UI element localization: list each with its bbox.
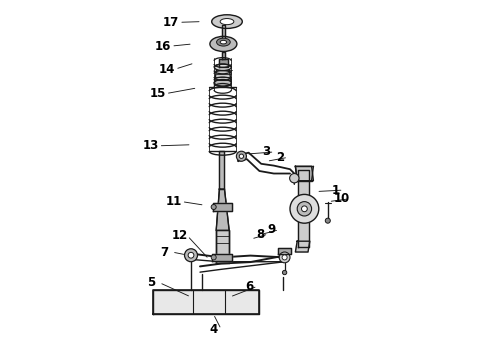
Polygon shape <box>219 59 228 67</box>
Circle shape <box>239 154 244 158</box>
Polygon shape <box>221 25 225 40</box>
Polygon shape <box>215 67 231 83</box>
Text: 4: 4 <box>209 323 218 336</box>
Polygon shape <box>212 254 232 261</box>
Polygon shape <box>220 151 224 189</box>
Polygon shape <box>295 241 310 252</box>
Circle shape <box>290 174 299 183</box>
Polygon shape <box>216 230 229 263</box>
Text: 1: 1 <box>332 184 340 197</box>
Circle shape <box>185 249 197 262</box>
Text: 7: 7 <box>160 246 168 258</box>
Text: 16: 16 <box>155 40 172 53</box>
Ellipse shape <box>215 64 231 71</box>
Text: 5: 5 <box>147 276 155 289</box>
Ellipse shape <box>215 80 231 86</box>
Text: 17: 17 <box>163 16 179 29</box>
Circle shape <box>325 218 330 223</box>
Ellipse shape <box>220 40 227 44</box>
Circle shape <box>297 202 312 216</box>
Circle shape <box>290 194 319 223</box>
Circle shape <box>282 270 287 275</box>
Ellipse shape <box>217 38 230 46</box>
Polygon shape <box>216 189 229 230</box>
Text: 9: 9 <box>267 223 275 236</box>
Circle shape <box>279 252 290 263</box>
Circle shape <box>188 252 194 258</box>
Polygon shape <box>222 52 225 59</box>
Text: 3: 3 <box>263 145 270 158</box>
Text: 14: 14 <box>159 63 175 76</box>
Polygon shape <box>295 166 314 181</box>
Ellipse shape <box>212 15 242 28</box>
Text: 10: 10 <box>334 192 350 205</box>
Polygon shape <box>298 170 309 247</box>
Polygon shape <box>153 290 259 314</box>
Text: 6: 6 <box>245 280 254 293</box>
Ellipse shape <box>210 36 237 51</box>
Text: 13: 13 <box>143 139 159 152</box>
Text: 15: 15 <box>149 87 166 100</box>
Polygon shape <box>278 248 291 254</box>
Circle shape <box>282 255 287 260</box>
Circle shape <box>211 255 216 260</box>
Text: 11: 11 <box>166 195 182 208</box>
Circle shape <box>236 151 246 161</box>
Circle shape <box>211 204 216 210</box>
Circle shape <box>301 206 307 212</box>
Text: 12: 12 <box>172 229 188 242</box>
Text: 8: 8 <box>256 228 265 240</box>
Text: 2: 2 <box>276 151 284 164</box>
Ellipse shape <box>220 18 234 25</box>
Polygon shape <box>213 203 232 211</box>
